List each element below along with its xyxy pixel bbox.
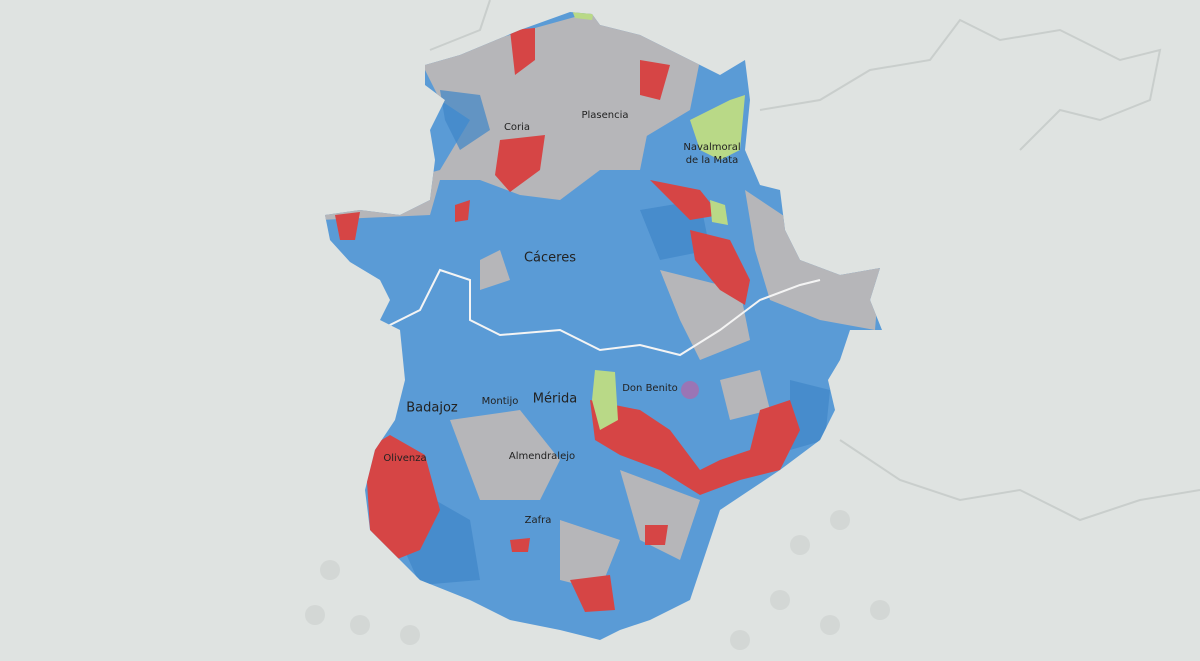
place-label: Coria	[504, 122, 530, 133]
dot	[830, 510, 850, 530]
red-area	[510, 28, 535, 75]
dot	[870, 600, 890, 620]
grey-area	[325, 12, 700, 220]
place-labels: Coria Plasencia Navalmoral de la Mata Cá…	[383, 110, 740, 526]
red-area	[650, 180, 720, 220]
place-label: Zafra	[525, 515, 552, 526]
grey-areas	[325, 12, 880, 590]
blue-area	[790, 380, 830, 450]
red-areas	[335, 28, 800, 612]
border-line	[839, 439, 1200, 522]
red-area	[455, 200, 470, 222]
red-area	[570, 575, 615, 612]
red-area	[645, 525, 668, 545]
place-label: Don Benito	[622, 383, 678, 394]
grey-area	[720, 370, 770, 420]
red-area	[510, 538, 530, 552]
place-label: Mérida	[533, 392, 577, 407]
background-borders	[429, 0, 1200, 522]
grey-area	[745, 190, 880, 330]
green-area	[592, 370, 618, 430]
red-area	[335, 212, 360, 240]
red-area	[640, 60, 670, 100]
dot	[730, 630, 750, 650]
red-area	[690, 230, 750, 305]
border-line	[429, 0, 491, 51]
dot	[820, 615, 840, 635]
dot	[400, 625, 420, 645]
municipalities	[325, 12, 882, 640]
grey-area	[620, 470, 700, 560]
dot	[790, 535, 810, 555]
dot	[770, 590, 790, 610]
green-area	[710, 200, 728, 225]
place-label: Navalmoral	[683, 142, 740, 153]
purple-area	[681, 381, 699, 399]
green-areas	[570, 12, 745, 430]
decorative-dots	[305, 510, 890, 650]
dot	[305, 605, 325, 625]
place-label: Badajoz	[406, 401, 458, 416]
grey-area	[480, 250, 510, 290]
place-label: Almendralejo	[509, 451, 575, 462]
red-area	[495, 135, 545, 192]
place-label: Cáceres	[524, 251, 576, 266]
dot	[320, 560, 340, 580]
place-label: Olivenza	[383, 453, 426, 464]
place-label: Montijo	[482, 396, 519, 407]
border-line	[759, 18, 1162, 151]
place-label: de la Mata	[686, 155, 739, 166]
red-area	[590, 400, 800, 495]
red-area	[365, 435, 440, 560]
place-label: Plasencia	[581, 110, 628, 121]
green-area	[690, 95, 745, 160]
blue-area	[440, 90, 490, 150]
grey-area	[560, 120, 650, 170]
grey-area	[560, 520, 620, 590]
province-border	[379, 268, 821, 357]
dot	[350, 615, 370, 635]
grey-area	[450, 410, 560, 500]
